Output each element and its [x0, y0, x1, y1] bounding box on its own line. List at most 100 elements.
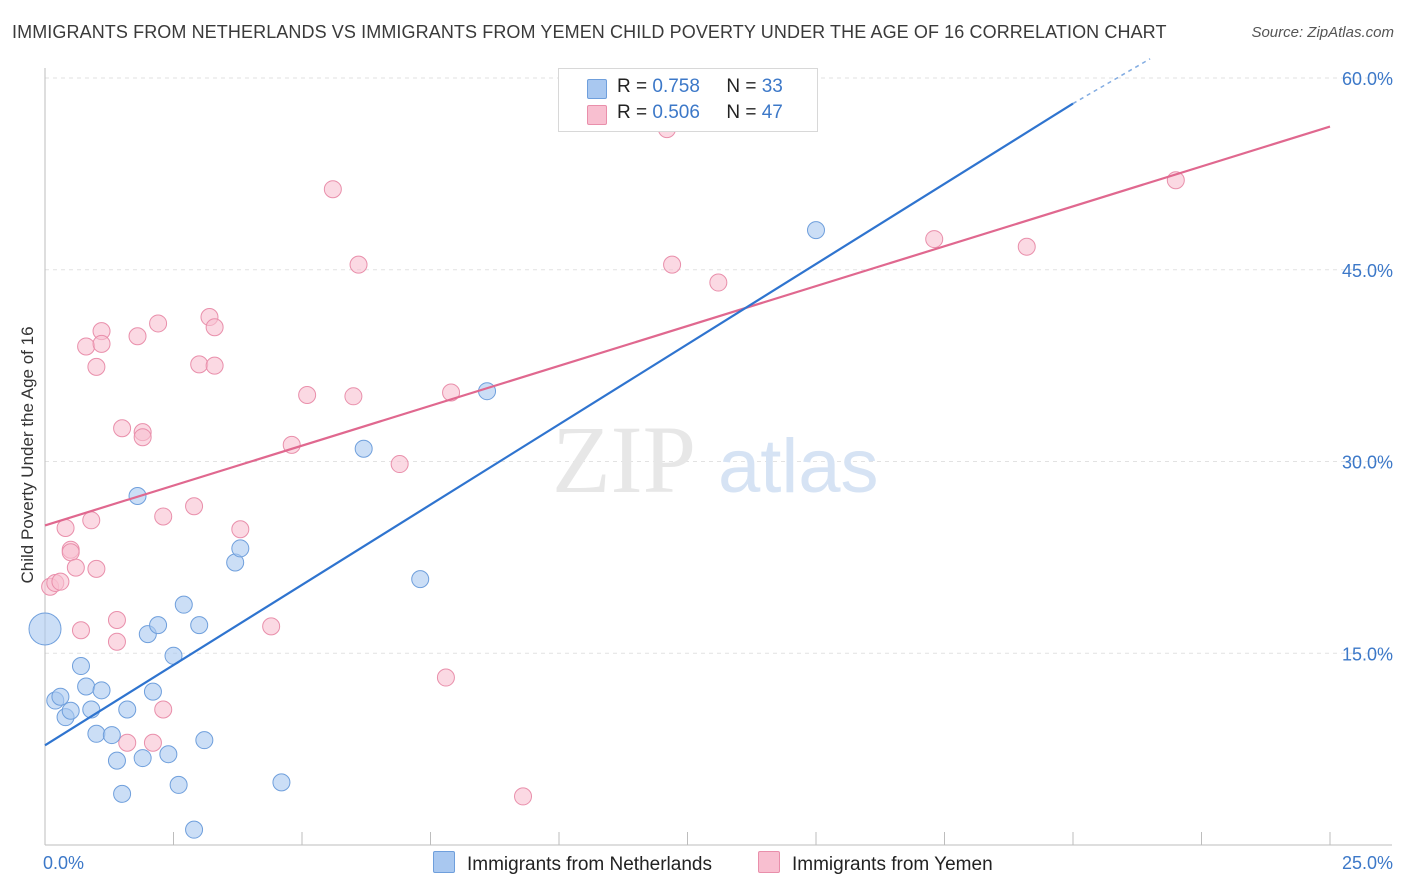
legend-r-value-netherlands: 0.758 — [652, 76, 700, 97]
axis-labels: 15.0% 30.0% 45.0% 60.0% 0.0% 25.0% — [43, 69, 1393, 873]
yemen-point — [92, 334, 111, 353]
legend-text-netherlands: R = 0.758 N = 33 — [617, 76, 783, 98]
y-tick-label: 45.0% — [1342, 261, 1393, 281]
netherlands-trendline-extension — [1072, 58, 1151, 105]
netherlands-point — [185, 820, 204, 839]
netherlands-point — [87, 724, 106, 743]
yemen-point — [323, 180, 342, 199]
y-tick-label: 30.0% — [1342, 453, 1393, 473]
netherlands-point — [107, 751, 126, 770]
yemen-point — [185, 497, 204, 516]
yemen-point — [262, 617, 281, 636]
legend-n-value-netherlands: 33 — [761, 76, 783, 97]
legend-text-yemen: R = 0.506 N = 47 — [617, 102, 783, 124]
netherlands-point — [411, 570, 430, 589]
yemen-point — [205, 318, 224, 337]
netherlands-point — [51, 687, 70, 706]
netherlands-points — [28, 221, 825, 839]
trendlines — [44, 58, 1331, 747]
netherlands-point — [159, 745, 178, 764]
yemen-point — [82, 511, 101, 530]
yemen-point — [154, 700, 173, 719]
netherlands-trendline — [44, 102, 1074, 747]
yemen-point — [61, 543, 80, 562]
netherlands-point — [118, 700, 137, 719]
bottom-legend-netherlands: Immigrants from Netherlands — [433, 851, 712, 876]
yemen-point — [87, 357, 106, 376]
yemen-point — [231, 520, 250, 539]
yemen-point — [514, 787, 533, 806]
netherlands-point — [149, 616, 168, 635]
yemen-point — [190, 355, 209, 374]
y-axis-title: Child Poverty Under the Age of 16 — [18, 326, 37, 583]
netherlands-point — [71, 657, 90, 676]
yemen-point — [205, 356, 224, 375]
netherlands-point — [190, 616, 209, 635]
bottom-legend-label-netherlands: Immigrants from Netherlands — [467, 854, 712, 875]
x-tick-label: 25.0% — [1342, 853, 1393, 873]
legend-n-label: N = — [726, 76, 757, 97]
yemen-point — [925, 230, 944, 249]
yemen-point — [77, 337, 96, 356]
x-tick-label: 0.0% — [43, 853, 84, 873]
yemen-trendline — [44, 125, 1331, 527]
y-tick-label: 15.0% — [1342, 644, 1393, 664]
source-label: Source: ZipAtlas.com — [1251, 24, 1394, 41]
netherlands-point — [113, 784, 132, 803]
yemen-point — [51, 572, 70, 591]
netherlands-point — [169, 775, 188, 794]
bottom-legend-label-yemen: Immigrants from Yemen — [792, 854, 993, 875]
netherlands-point — [231, 539, 250, 558]
yemen-point — [107, 632, 126, 651]
legend-swatch-yemen — [587, 105, 607, 125]
netherlands-point — [174, 595, 193, 614]
netherlands-point — [92, 681, 111, 700]
netherlands-point — [133, 749, 152, 768]
legend-r-label: R = — [617, 102, 648, 123]
watermark-atlas: atlas — [718, 424, 879, 509]
yemen-point — [709, 273, 728, 292]
bottom-legend-yemen: Immigrants from Yemen — [758, 851, 993, 876]
yemen-point — [149, 314, 168, 333]
yemen-point — [143, 733, 162, 752]
watermark: ZIP atlas — [552, 406, 879, 513]
legend-r-value-yemen: 0.506 — [652, 102, 700, 123]
yemen-point — [87, 559, 106, 578]
yemen-point — [436, 668, 455, 687]
yemen-point — [66, 558, 85, 577]
bottom-legend-swatch-yemen — [758, 851, 780, 873]
yemen-point — [663, 255, 682, 274]
y-tick-label: 60.0% — [1342, 69, 1393, 89]
netherlands-point — [807, 221, 825, 240]
yemen-point — [113, 419, 132, 438]
netherlands-point — [102, 726, 121, 745]
netherlands-point — [77, 677, 96, 696]
yemen-point — [71, 621, 90, 640]
yemen-point — [128, 327, 147, 346]
yemen-point — [154, 507, 173, 526]
yemen-point — [390, 455, 409, 474]
watermark-zip: ZIP — [552, 406, 696, 513]
gridlines — [45, 77, 1392, 654]
yemen-point — [344, 387, 363, 406]
netherlands-point — [61, 701, 80, 720]
yemen-point — [349, 255, 368, 274]
bottom-legend-swatch-netherlands — [433, 851, 455, 873]
yemen-point — [133, 428, 152, 447]
axes — [44, 68, 1392, 846]
yemen-point — [1017, 237, 1036, 256]
legend-n-label: N = — [726, 102, 757, 123]
netherlands-point — [272, 773, 291, 792]
netherlands-point — [28, 612, 62, 646]
yemen-point — [442, 383, 461, 402]
legend-r-label: R = — [617, 76, 648, 97]
netherlands-point — [143, 682, 162, 701]
yemen-point — [107, 611, 126, 630]
chart-title: IMMIGRANTS FROM NETHERLANDS VS IMMIGRANT… — [12, 22, 1167, 42]
legend-n-value-yemen: 47 — [761, 102, 783, 123]
yemen-point — [118, 733, 137, 752]
netherlands-point — [195, 731, 214, 750]
legend: R = 0.758 N = 33 R = 0.506 N = 47 — [558, 68, 818, 132]
netherlands-point — [354, 439, 373, 458]
